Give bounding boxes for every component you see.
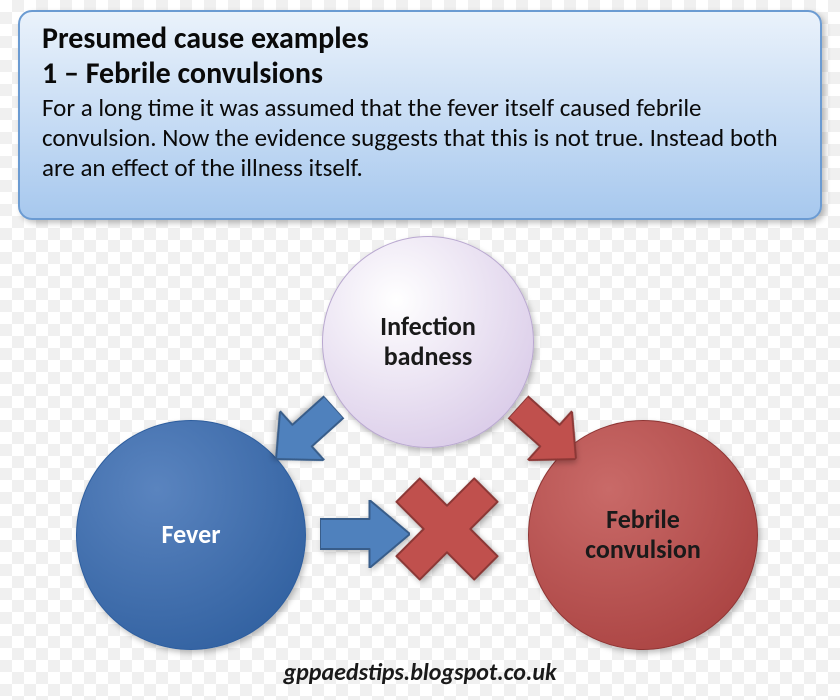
header-title-line2: 1 – Febrile convulsions: [42, 55, 323, 92]
header-box: Presumed cause examples 1 – Febrile conv…: [18, 10, 822, 220]
header-title: Presumed cause examples 1 – Febrile conv…: [42, 22, 798, 91]
cross-icon: [392, 474, 502, 584]
node-left-label1: Fever: [162, 518, 221, 550]
node-right-label2: convulsion: [585, 533, 701, 565]
node-right-label1: Febrile: [606, 503, 680, 535]
node-top-label1: Infection: [380, 310, 476, 342]
header-body: For a long time it was assumed that the …: [42, 93, 798, 183]
header-title-line1: Presumed cause examples: [42, 20, 369, 57]
node-top-label2: badness: [384, 340, 473, 372]
node-infection-badness: Infection badness: [322, 236, 534, 448]
footer-url: gppaedstips.blogspot.co.uk: [0, 658, 840, 687]
